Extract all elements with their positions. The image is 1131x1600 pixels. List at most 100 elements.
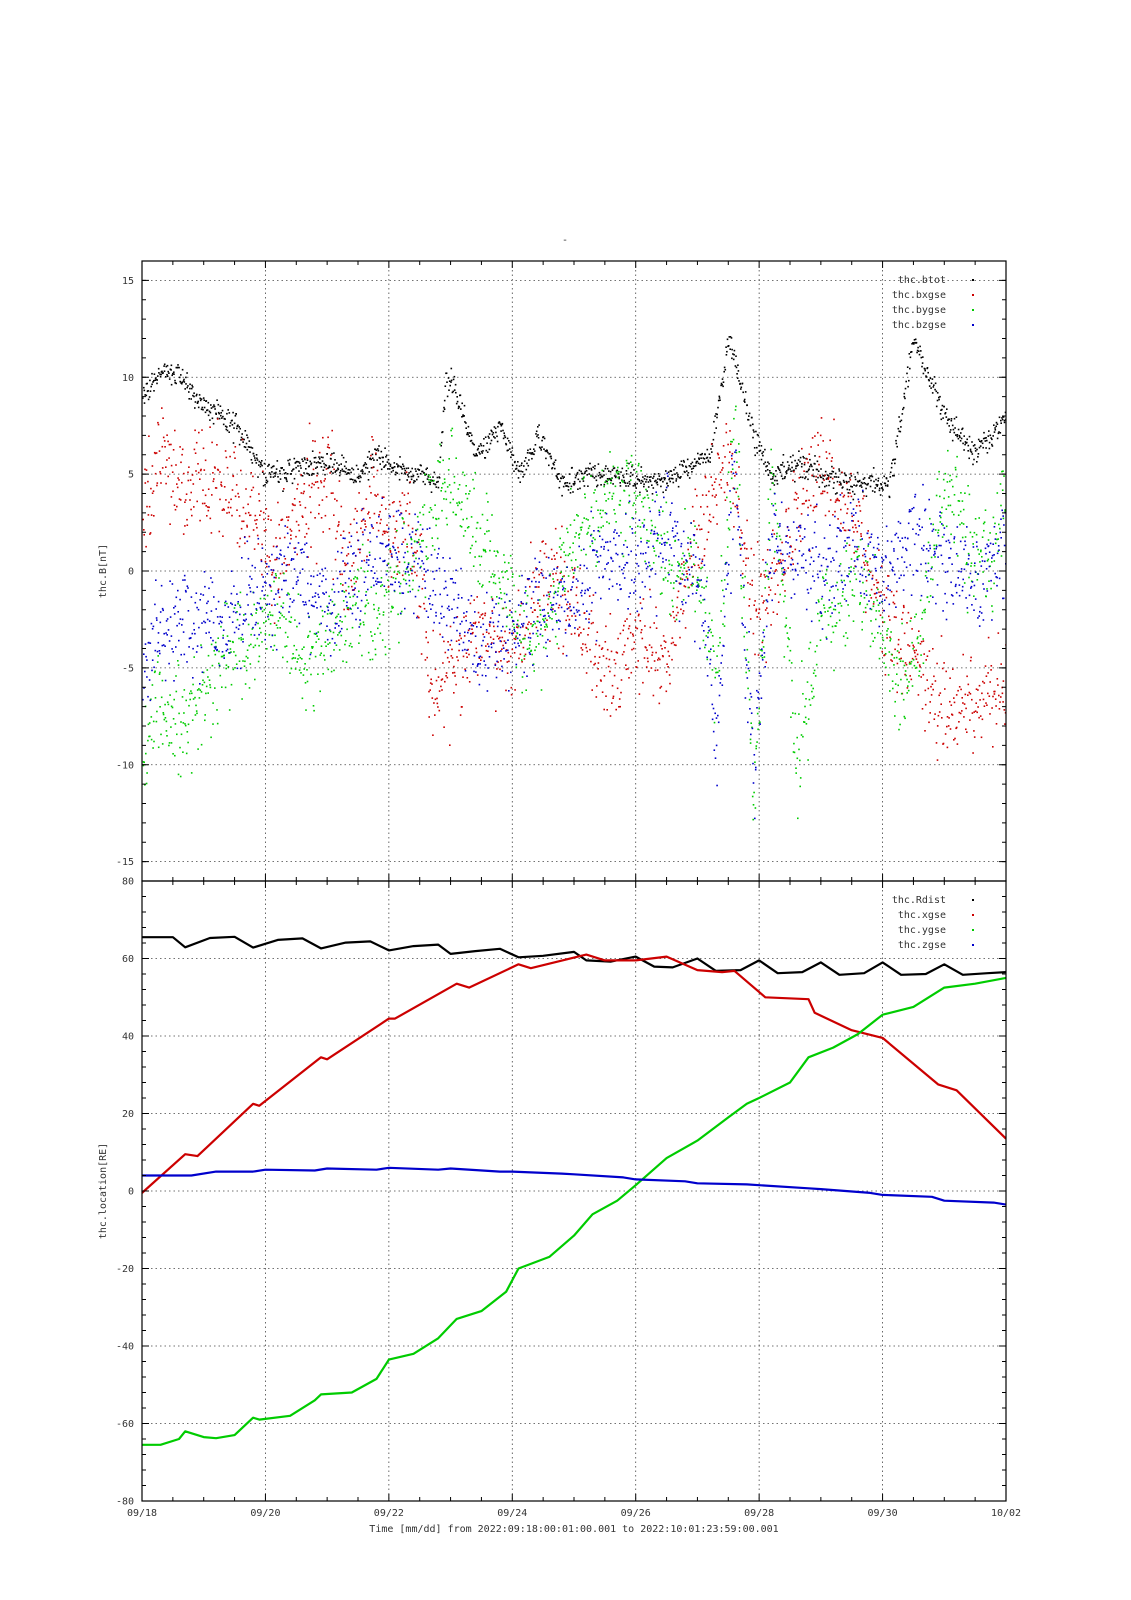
data-point [407, 524, 410, 527]
data-point [777, 526, 780, 528]
data-point [627, 467, 630, 470]
data-point [409, 470, 412, 473]
data-point [457, 407, 460, 410]
data-point [851, 589, 854, 591]
data-point [895, 442, 898, 445]
data-point [228, 501, 230, 504]
data-point [387, 468, 389, 470]
data-point [780, 561, 782, 563]
data-point [817, 476, 819, 479]
data-point [626, 482, 629, 484]
data-point [656, 494, 658, 496]
data-point [705, 585, 707, 588]
data-point [344, 564, 347, 567]
data-point [507, 449, 509, 451]
data-point [357, 475, 360, 478]
data-point [480, 555, 483, 558]
data-point [866, 564, 869, 566]
data-point [242, 441, 244, 443]
data-point [840, 508, 842, 511]
data-point [867, 545, 869, 547]
data-point [834, 493, 837, 495]
data-point [545, 556, 548, 558]
data-point [770, 624, 772, 626]
data-point [887, 480, 889, 482]
data-point [381, 496, 384, 498]
data-point [903, 632, 906, 635]
data-point [312, 468, 315, 471]
data-point [860, 486, 863, 488]
data-point [283, 555, 286, 558]
data-point [376, 459, 378, 461]
data-point [348, 645, 351, 647]
data-point [971, 536, 974, 538]
data-point [973, 531, 976, 534]
data-point [267, 618, 270, 621]
data-point [492, 581, 495, 584]
data-point [973, 736, 976, 738]
data-point [450, 379, 453, 382]
data-point [303, 472, 305, 474]
data-point [721, 469, 723, 471]
data-point [407, 591, 409, 593]
data-point [306, 680, 309, 683]
data-point [625, 664, 627, 666]
data-point [605, 657, 608, 660]
data-point [309, 460, 311, 463]
data-point [177, 589, 179, 592]
data-point [766, 575, 768, 577]
data-point [467, 629, 470, 632]
data-point [556, 475, 558, 478]
data-point [898, 728, 900, 731]
data-point [667, 666, 669, 668]
data-point [823, 604, 825, 606]
data-point [980, 549, 982, 552]
data-point [321, 499, 324, 501]
data-point [219, 674, 222, 677]
data-point [946, 725, 948, 728]
data-point [214, 648, 217, 650]
data-point [820, 492, 822, 495]
data-point [845, 632, 847, 634]
data-point [608, 470, 610, 472]
data-point [381, 533, 384, 536]
data-point [1000, 696, 1002, 698]
data-point [737, 511, 739, 514]
data-point [288, 593, 290, 596]
data-point [622, 629, 624, 632]
data-point [603, 474, 605, 476]
data-point [189, 479, 192, 481]
data-point [617, 476, 619, 479]
data-point [772, 611, 775, 613]
data-point [870, 588, 873, 591]
data-point [492, 432, 495, 434]
data-point [370, 570, 373, 572]
data-point [403, 521, 405, 523]
data-point [659, 687, 661, 689]
data-point [374, 448, 377, 451]
data-point [717, 399, 720, 402]
data-point [932, 648, 934, 650]
data-point [154, 379, 157, 381]
data-point [912, 644, 914, 647]
data-point [431, 545, 434, 547]
data-point [960, 492, 962, 494]
data-point [432, 482, 435, 485]
data-point [192, 677, 194, 679]
data-point [777, 601, 780, 603]
data-point [648, 670, 650, 673]
data-point [538, 586, 540, 588]
data-point [165, 482, 167, 485]
data-point [818, 463, 820, 466]
data-point [644, 475, 646, 477]
data-point [291, 601, 294, 603]
data-point [207, 509, 210, 512]
data-point [241, 698, 243, 700]
data-point [522, 646, 525, 649]
data-point [196, 401, 199, 404]
data-point [168, 443, 171, 446]
data-point [532, 663, 535, 665]
data-point [390, 471, 393, 473]
data-point [475, 647, 477, 650]
data-point [766, 549, 769, 551]
